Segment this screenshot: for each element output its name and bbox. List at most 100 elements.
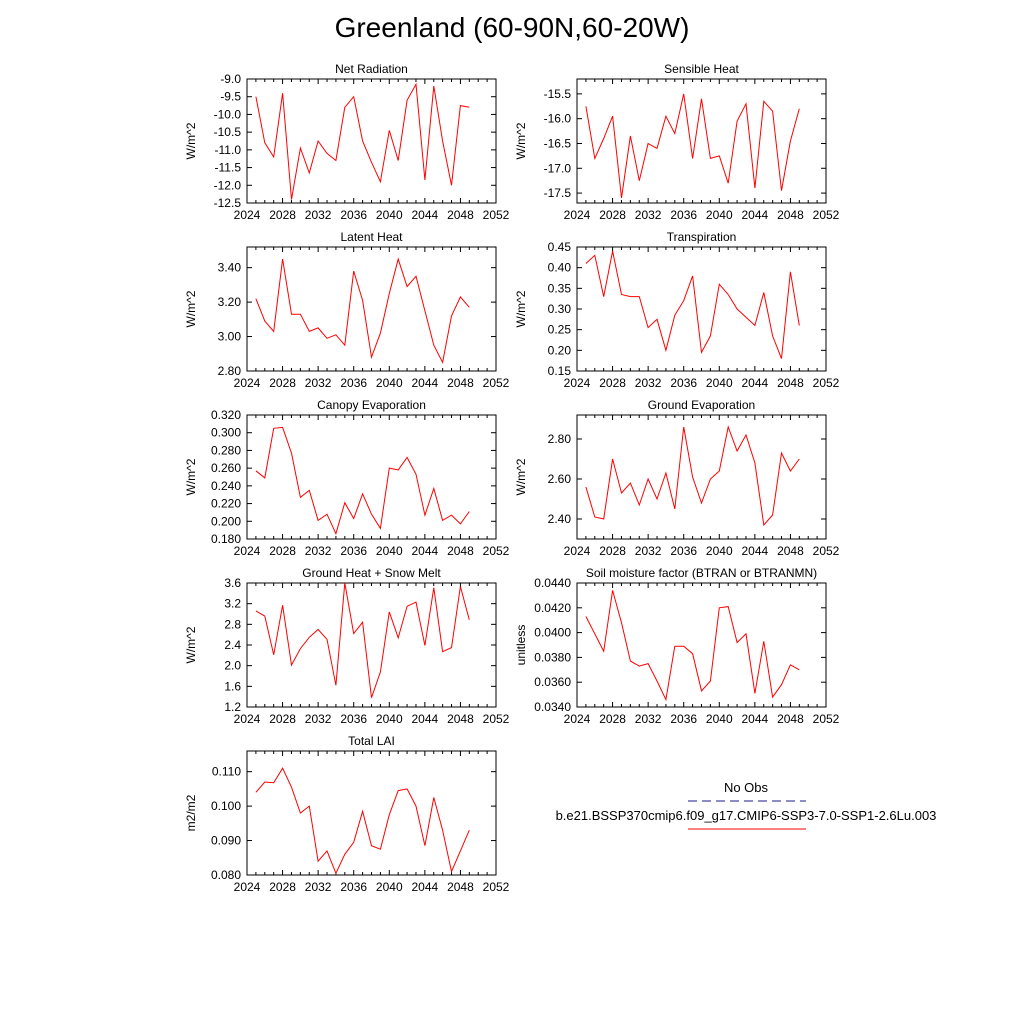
y-axis-label: W/m^2 [514,290,528,327]
y-tick-label: -17.0 [544,161,572,175]
x-tick-label: 2036 [340,208,367,222]
x-tick-label: 2032 [635,712,662,726]
y-tick-label: 0.200 [211,514,241,528]
x-tick-label: 2052 [813,544,840,558]
y-tick-label: 0.45 [548,240,572,254]
x-tick-label: 2040 [376,376,403,390]
plot-frame [246,78,497,204]
y-tick-label: 0.0400 [534,626,571,640]
y-tick-label: 0.0420 [534,601,571,615]
x-tick-label: 2040 [376,880,403,894]
y-axis-label: W/m^2 [184,458,198,495]
x-tick-label: 2036 [340,880,367,894]
y-tick-label: 3.20 [218,295,242,309]
chart-panel: Net Radiation W/m^2 2024 2028 2032 2036 2040 20… [184,62,510,222]
x-tick-label: 2052 [483,208,510,222]
y-tick-label: 0.0440 [534,576,571,590]
y-tick-label: 2.40 [548,512,572,526]
x-tick-label: 2048 [447,208,474,222]
y-tick-label: 0.260 [211,461,241,475]
plot-frame [576,78,827,204]
x-tick-label: 2032 [305,880,332,894]
x-tick-label: 2036 [670,376,697,390]
y-tick-label: 0.240 [211,479,241,493]
chart-panel: Total LAI m2/m2 2024 2028 2032 2036 2040 2044 20… [184,734,510,894]
plot-frame [576,414,827,540]
y-tick-label: 0.320 [211,408,241,422]
x-tick-label: 2036 [670,544,697,558]
series-line [255,582,470,698]
x-tick-label: 2048 [447,376,474,390]
plot-frame [576,582,827,708]
y-axis-label: W/m^2 [514,458,528,495]
y-axis-label: W/m^2 [184,122,198,159]
series-line [585,425,800,527]
x-tick-label: 2028 [269,712,296,726]
x-tick-label: 2048 [777,208,804,222]
y-tick-label: 2.80 [548,432,572,446]
y-tick-label: -12.5 [214,196,242,210]
x-tick-label: 2044 [742,208,769,222]
y-tick-label: 1.6 [224,679,241,693]
y-axis-label: W/m^2 [514,122,528,159]
x-tick-label: 2028 [599,208,626,222]
y-tick-label: 0.0360 [534,675,571,689]
y-tick-label: 2.80 [218,364,242,378]
x-tick-label: 2028 [599,712,626,726]
series-line [255,82,470,200]
x-tick-label: 2048 [777,712,804,726]
y-tick-label: 0.25 [548,323,572,337]
y-axis-label: unitless [514,625,528,666]
chart-panel: Canopy Evaporation W/m^2 2024 2028 2032 2036 2… [184,398,510,558]
chart-title: Ground Heat + Snow Melt [302,566,441,580]
x-tick-label: 2036 [340,376,367,390]
y-tick-label: -9.0 [220,72,241,86]
y-tick-label: 3.00 [218,330,242,344]
y-tick-label: 0.300 [211,426,241,440]
x-tick-label: 2040 [706,208,733,222]
y-tick-label: 1.2 [224,700,241,714]
x-tick-label: 2028 [269,880,296,894]
x-tick-label: 2040 [706,376,733,390]
x-tick-label: 2032 [305,208,332,222]
y-tick-label: -10.0 [214,107,242,121]
chart-panel: Ground Heat + Snow Melt W/m^2 2024 2028 2032… [184,566,510,726]
y-tick-label: -9.5 [220,90,241,104]
y-tick-label: 0.30 [548,302,572,316]
x-tick-label: 2028 [599,376,626,390]
series-line [255,426,470,536]
y-tick-label: -12.0 [214,178,242,192]
x-tick-label: 2024 [564,376,591,390]
x-tick-label: 2028 [269,376,296,390]
x-tick-label: 2024 [234,712,261,726]
x-tick-label: 2036 [340,544,367,558]
chart-title: Canopy Evaporation [317,398,426,412]
x-tick-label: 2032 [635,208,662,222]
x-tick-label: 2044 [412,880,439,894]
y-tick-label: 2.60 [548,472,572,486]
y-tick-label: 0.280 [211,443,241,457]
x-tick-label: 2052 [483,376,510,390]
y-tick-label: 0.0340 [534,700,571,714]
chart-title: Total LAI [348,734,395,748]
x-tick-label: 2052 [813,208,840,222]
x-tick-label: 2028 [269,544,296,558]
y-tick-label: 3.6 [224,576,241,590]
x-tick-label: 2044 [742,712,769,726]
y-tick-label: -10.5 [214,125,242,139]
chart-panel: Ground Evaporation W/m^2 2024 2028 2032 2036 2… [514,398,840,558]
y-axis-label: m2/m2 [184,794,198,831]
y-tick-label: 0.20 [548,343,572,357]
x-tick-label: 2032 [305,544,332,558]
x-tick-label: 2028 [269,208,296,222]
x-tick-label: 2052 [813,376,840,390]
x-tick-label: 2040 [706,712,733,726]
x-tick-label: 2024 [564,208,591,222]
chart-title: Latent Heat [340,230,403,244]
y-tick-label: 0.40 [548,261,572,275]
chart-panel: Sensible Heat W/m^2 2024 2028 2032 2036 2040 20… [514,62,840,222]
y-tick-label: 0.080 [211,868,241,882]
y-tick-label: 2.0 [224,659,241,673]
y-tick-label: 2.8 [224,617,241,631]
